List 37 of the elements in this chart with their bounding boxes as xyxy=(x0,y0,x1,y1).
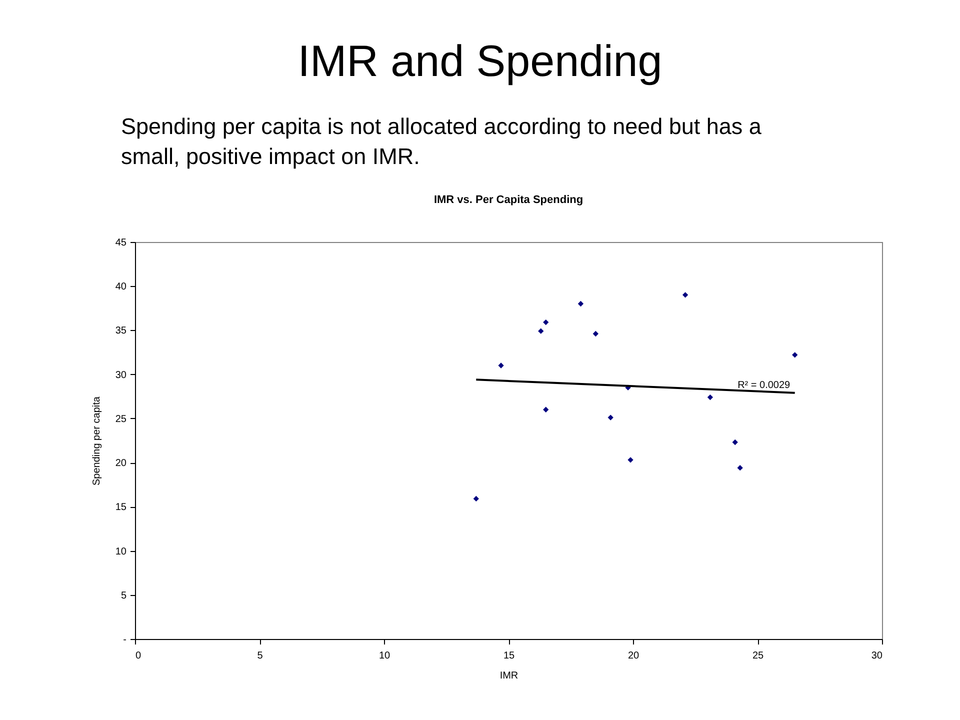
point xyxy=(682,292,688,298)
y-tick-label: 20 xyxy=(115,458,127,470)
point xyxy=(732,439,738,446)
y-axis-title: Spending per capita xyxy=(91,396,102,486)
point xyxy=(543,406,549,412)
point xyxy=(592,330,598,337)
x-tick-label: 20 xyxy=(628,650,640,662)
point xyxy=(628,457,634,463)
x-tick-label: 5 xyxy=(257,650,264,662)
y-tick-label: - xyxy=(123,634,126,646)
y-tick-label: 5 xyxy=(120,590,127,602)
y-tick-label: 40 xyxy=(115,282,127,293)
x-axis-title: IMR xyxy=(500,670,518,682)
point xyxy=(737,465,743,471)
y-tick-label: 15 xyxy=(115,502,127,514)
x-tick-label: 30 xyxy=(871,650,883,662)
point xyxy=(707,394,714,400)
annotation: R² = 0.0029 xyxy=(738,380,791,391)
point xyxy=(538,328,544,334)
chart-title: IMR and Spending xyxy=(296,36,664,88)
y-tick-label: 25 xyxy=(115,414,127,425)
point xyxy=(608,414,614,420)
x-tick-label: 15 xyxy=(503,650,515,662)
y-tick-label: 45 xyxy=(115,238,127,248)
y-tick-label: 10 xyxy=(115,546,127,558)
text: Spending per capita is not allocated according to need but has a small, positive impact on IMR. xyxy=(121,113,762,171)
y-tick-label: 35 xyxy=(115,326,127,337)
point xyxy=(498,362,504,368)
point xyxy=(473,496,479,502)
x-tick-label: 10 xyxy=(378,650,390,662)
x-tick-label: 0 xyxy=(136,650,142,662)
chart-subtitle: IMR vs. Per Capita Spending xyxy=(434,194,584,206)
point xyxy=(578,300,584,307)
y-tick-label: 30 xyxy=(115,370,127,381)
point xyxy=(792,352,798,358)
point xyxy=(543,319,549,326)
x-tick-label: 25 xyxy=(752,650,764,662)
